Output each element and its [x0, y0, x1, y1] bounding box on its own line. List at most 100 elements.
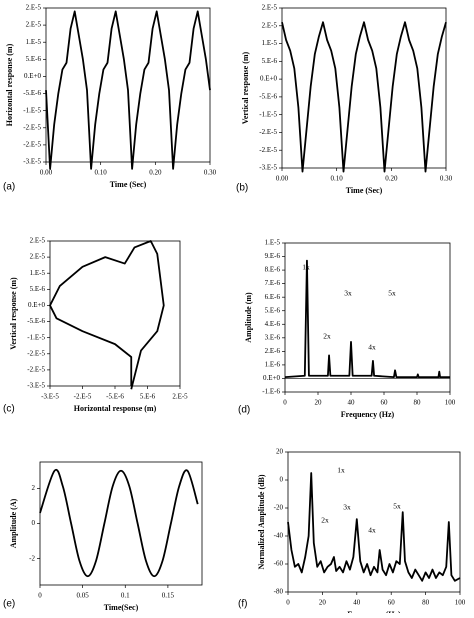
annotation: 1x [337, 466, 345, 475]
x-tick-label: 60 [381, 399, 389, 407]
panel-label: (d) [238, 405, 250, 416]
x-tick-label: 0.20 [385, 175, 398, 183]
y-tick-label: -2.E-5 [23, 123, 41, 131]
x-tick-label: 20 [319, 599, 327, 607]
plot-frame [281, 7, 447, 169]
x-tick-label: 0.20 [149, 169, 162, 177]
y-tick-label: 3.E-6 [265, 333, 281, 341]
plot-frame [39, 461, 203, 586]
y-axis-label: Normalized Amplitude (dB) [257, 474, 266, 569]
y-tick-label: 2.E-5 [262, 21, 278, 29]
x-axis-label: Time (Sec) [346, 186, 383, 195]
data-line [49, 240, 165, 390]
y-tick-label: -2.E-5 [259, 146, 277, 154]
panel-label: (f) [238, 599, 247, 610]
x-tick-label: -2.E-5 [74, 393, 92, 401]
y-tick-label: -5.E-6 [259, 92, 277, 100]
x-tick-label: 60 [388, 599, 396, 607]
y-tick-label: 5.E-6 [265, 306, 281, 314]
y-tick-label: 4.E-6 [265, 320, 281, 328]
y-tick-label: 2.E-5 [26, 21, 42, 29]
y-tick-label: 1.E-6 [265, 361, 281, 369]
x-tick-label: 0 [283, 399, 287, 407]
y-tick-label: -2.E-5 [23, 140, 41, 148]
y-tick-label: 7.E-6 [265, 279, 281, 287]
x-tick-label: 80 [422, 599, 430, 607]
y-axis-label: Horizontal response (m) [5, 43, 14, 126]
y-tick-label: -2.E-5 [27, 349, 45, 357]
data-line [45, 10, 211, 170]
y-tick-label: -5.E-6 [27, 317, 45, 325]
y-tick-label: 8.E-6 [265, 266, 281, 274]
x-tick-label: 0.10 [331, 175, 344, 183]
y-tick-label: 0.E+0 [28, 301, 45, 309]
y-tick-label: 2.E-5 [26, 4, 42, 12]
y-axis-label: Vertical response (m) [241, 51, 250, 124]
data-line [287, 472, 461, 582]
y-tick-label: -3.E-5 [259, 164, 277, 172]
x-tick-label: -5.E-6 [106, 393, 124, 401]
y-tick-label: 0.E+0 [263, 374, 280, 382]
annotation: 3x [343, 503, 351, 512]
y-tick-label: 2 [32, 484, 36, 492]
x-tick-label: 0.15 [162, 592, 175, 600]
panel-label: (c) [3, 404, 15, 415]
y-tick-label: 0.E+0 [24, 72, 41, 80]
y-axis-label: Vertical response (m) [9, 277, 18, 350]
x-tick-label: 100 [445, 399, 456, 407]
panel-label: (a) [3, 182, 15, 193]
y-tick-label: 1.E-5 [262, 39, 278, 47]
y-tick-label: 2.E-5 [30, 237, 46, 245]
y-tick-label: -5.E-6 [23, 89, 41, 97]
plot-frame [284, 242, 451, 393]
x-axis-label: Time(Sec) [104, 603, 139, 612]
y-axis-label: Amplitude (A) [9, 498, 18, 548]
y-tick-label: 5.E-6 [26, 55, 42, 63]
x-tick-label: 0.1 [121, 592, 130, 600]
x-tick-label: -3.E-5 [41, 393, 59, 401]
x-tick-label: 0.30 [440, 175, 453, 183]
x-tick-label: 40 [348, 399, 356, 407]
x-tick-label: 0.05 [77, 592, 90, 600]
y-axis-label: Amplitude (m) [244, 292, 253, 343]
y-tick-label: 1.E-5 [30, 269, 46, 277]
panel-label: (b) [236, 183, 248, 194]
x-tick-label: 0.00 [40, 169, 53, 177]
x-tick-label: 2.E-5 [172, 393, 188, 401]
y-tick-label: -40 [274, 532, 284, 540]
plot-frame [49, 240, 181, 387]
y-tick-label: -2.E-5 [27, 365, 45, 373]
y-tick-label: 0 [280, 476, 284, 484]
annotation: 5x [393, 502, 401, 511]
x-tick-label: 0.00 [276, 175, 289, 183]
x-tick-label: 0 [286, 599, 290, 607]
y-tick-label: 2.E-6 [265, 347, 281, 355]
y-tick-label: -1.E-5 [23, 106, 41, 114]
data-line [284, 259, 450, 378]
x-tick-label: 80 [414, 399, 422, 407]
y-tick-label: 5.E-6 [262, 57, 278, 65]
y-tick-label: 5.E-6 [30, 285, 46, 293]
y-tick-label: -2.E-5 [259, 128, 277, 136]
x-tick-label: 0.10 [95, 169, 108, 177]
y-tick-label: 2.E-5 [262, 4, 278, 12]
y-tick-label: 1.E-5 [26, 38, 42, 46]
data-line [39, 468, 199, 578]
x-tick-label: 100 [455, 599, 466, 607]
y-tick-label: -3.E-5 [23, 158, 41, 166]
y-tick-label: -3.E-5 [27, 382, 45, 390]
x-tick-label: 0 [38, 592, 42, 600]
y-tick-label: -60 [274, 560, 284, 568]
annotation: 4x [368, 343, 376, 352]
annotation: 2x [323, 332, 331, 341]
x-axis-label: Horizontal response (m) [74, 404, 157, 413]
annotation: 2x [321, 516, 329, 525]
y-tick-label: 0.E+0 [260, 75, 277, 83]
y-tick-label: -2 [29, 554, 35, 562]
y-tick-label: 9.E-6 [265, 252, 281, 260]
data-line [281, 21, 447, 173]
annotation: 3x [344, 289, 352, 298]
x-tick-label: 0.30 [204, 169, 217, 177]
y-tick-label: 0 [32, 519, 36, 527]
